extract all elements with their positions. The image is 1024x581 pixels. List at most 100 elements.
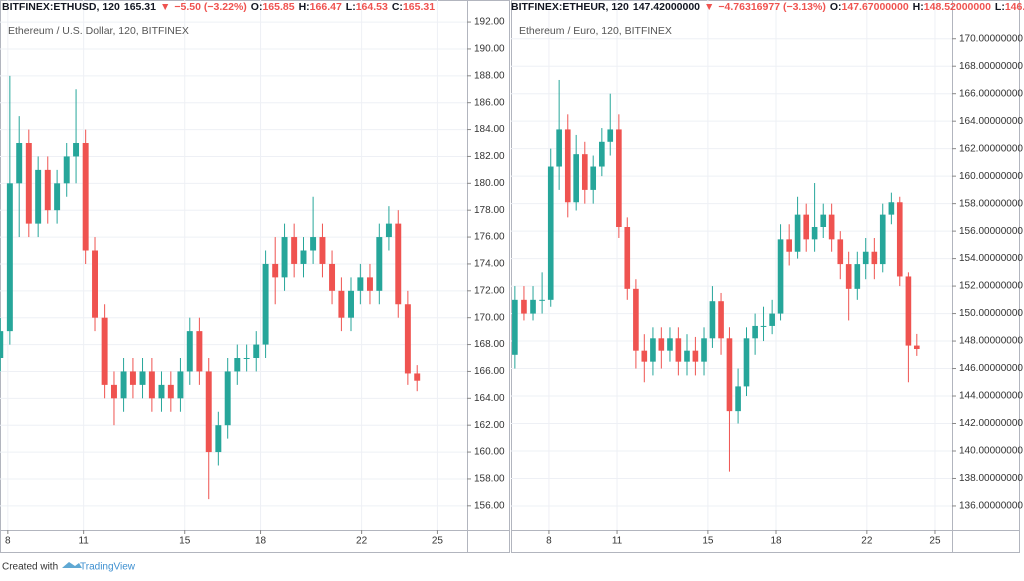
y-tick-label: 162.00 bbox=[474, 420, 505, 431]
candle-body bbox=[675, 338, 682, 362]
candle-body bbox=[404, 304, 411, 374]
candle-body bbox=[539, 299, 545, 301]
candle-body bbox=[837, 239, 844, 265]
ohlc-value: 147.67000000 bbox=[842, 1, 909, 13]
x-tick-label: 11 bbox=[612, 536, 623, 547]
ohlc-value: 166.47 bbox=[310, 1, 342, 13]
candle-body bbox=[871, 251, 878, 265]
candle-body bbox=[556, 129, 562, 167]
y-tick-label: 156.00000000 bbox=[959, 226, 1023, 237]
change-arrow: ▼ bbox=[160, 1, 170, 13]
y-tick-label: 158.00000000 bbox=[959, 198, 1023, 209]
plot-frame bbox=[511, 0, 1020, 553]
candle-body bbox=[667, 338, 673, 351]
y-tick-label: 136.00000000 bbox=[959, 501, 1023, 512]
candle-body bbox=[0, 331, 4, 358]
y-tick-label: 188.00 bbox=[474, 70, 505, 81]
candle-body bbox=[590, 166, 597, 190]
x-tick-label: 22 bbox=[356, 536, 368, 547]
candle-body bbox=[148, 371, 155, 399]
candle-body bbox=[845, 264, 852, 289]
y-tick-label: 164.00000000 bbox=[959, 116, 1023, 127]
candle-body bbox=[234, 358, 241, 372]
candle-body bbox=[82, 143, 89, 251]
y-tick-label: 166.00 bbox=[474, 366, 505, 377]
candle-body bbox=[879, 214, 886, 265]
candle-body bbox=[854, 264, 861, 289]
ohlc-label: H: bbox=[299, 1, 310, 13]
candle-body bbox=[357, 277, 364, 291]
candle-body bbox=[44, 169, 51, 211]
candle-body bbox=[310, 237, 317, 251]
candle-body bbox=[101, 317, 108, 385]
chart-title: Ethereum / U.S. Dollar, 120, BITFINEX bbox=[8, 25, 189, 37]
candle-body bbox=[348, 290, 354, 318]
x-tick-label: 15 bbox=[179, 536, 191, 547]
header: BITFINEX:ETHEUR, 120 147.42000000 ▼ −4.7631… bbox=[511, 1, 1024, 13]
candle-body bbox=[896, 202, 903, 277]
candle-body bbox=[862, 251, 869, 265]
candle-body bbox=[376, 237, 383, 291]
candle-body bbox=[414, 373, 421, 381]
candle-body bbox=[272, 263, 279, 278]
candle-body bbox=[718, 301, 724, 339]
candle-body bbox=[913, 345, 920, 350]
ohlc-label: C: bbox=[392, 1, 403, 13]
x-tick-label: 11 bbox=[78, 536, 89, 547]
footer-brand[interactable]: TradingView bbox=[80, 562, 136, 573]
y-tick-label: 140.00000000 bbox=[959, 446, 1023, 457]
y-tick-label: 172.00 bbox=[474, 285, 505, 296]
candle-body bbox=[547, 166, 554, 300]
y-tick-label: 164.00 bbox=[474, 393, 505, 404]
candle-body bbox=[129, 371, 136, 385]
ohlc-label: L: bbox=[346, 1, 356, 13]
y-tick-label: 180.00 bbox=[474, 178, 505, 189]
candle-body bbox=[650, 338, 656, 362]
candle-body bbox=[92, 250, 98, 318]
candle-body bbox=[581, 154, 588, 190]
y-tick-label: 190.00 bbox=[474, 44, 505, 55]
candle-body bbox=[243, 358, 250, 359]
change-arrow: ▼ bbox=[704, 1, 714, 13]
candle-body bbox=[794, 214, 801, 252]
footer-text: Created with bbox=[2, 562, 58, 573]
candle-body bbox=[281, 237, 288, 278]
y-tick-label: 174.00 bbox=[474, 259, 505, 270]
candle-body bbox=[726, 338, 733, 412]
candle-body bbox=[564, 129, 571, 203]
candle-body bbox=[6, 183, 13, 332]
candle-body bbox=[811, 226, 818, 240]
candle-body bbox=[633, 288, 639, 351]
y-tick-label: 138.00000000 bbox=[959, 473, 1023, 484]
y-tick-label: 166.00000000 bbox=[959, 88, 1023, 99]
ohlc-label: O: bbox=[830, 1, 842, 13]
candle-body bbox=[319, 237, 326, 264]
ohlc-value: 164.53 bbox=[356, 1, 388, 13]
candle-body bbox=[291, 237, 298, 264]
ohlc-value: 148.52000000 bbox=[924, 1, 991, 13]
ohlc-label: L: bbox=[995, 1, 1005, 13]
candle-body bbox=[205, 371, 212, 453]
y-tick-label: 170.00000000 bbox=[959, 33, 1023, 44]
candle-body bbox=[196, 331, 203, 372]
plot-frame bbox=[0, 0, 510, 553]
candle-body bbox=[692, 350, 699, 362]
y-tick-label: 186.00 bbox=[474, 97, 505, 108]
y-tick-label: 170.00 bbox=[474, 312, 505, 323]
candle-body bbox=[888, 202, 895, 215]
last-price: 165.31 bbox=[124, 1, 156, 13]
candle-body bbox=[139, 371, 146, 385]
candle-body bbox=[35, 169, 42, 224]
change: −4.76316977 (−3.13%) bbox=[718, 1, 825, 13]
candle-body bbox=[512, 299, 518, 355]
candle-body bbox=[167, 384, 174, 399]
y-tick-label: 192.00 bbox=[474, 17, 505, 28]
y-tick-label: 160.00000000 bbox=[959, 171, 1023, 182]
y-tick-label: 176.00 bbox=[474, 232, 505, 243]
x-tick-label: 25 bbox=[432, 536, 444, 547]
y-tick-label: 184.00 bbox=[474, 124, 505, 135]
candle-body bbox=[641, 350, 648, 362]
y-tick-label: 162.00000000 bbox=[959, 143, 1023, 154]
y-tick-label: 152.00000000 bbox=[959, 281, 1023, 292]
